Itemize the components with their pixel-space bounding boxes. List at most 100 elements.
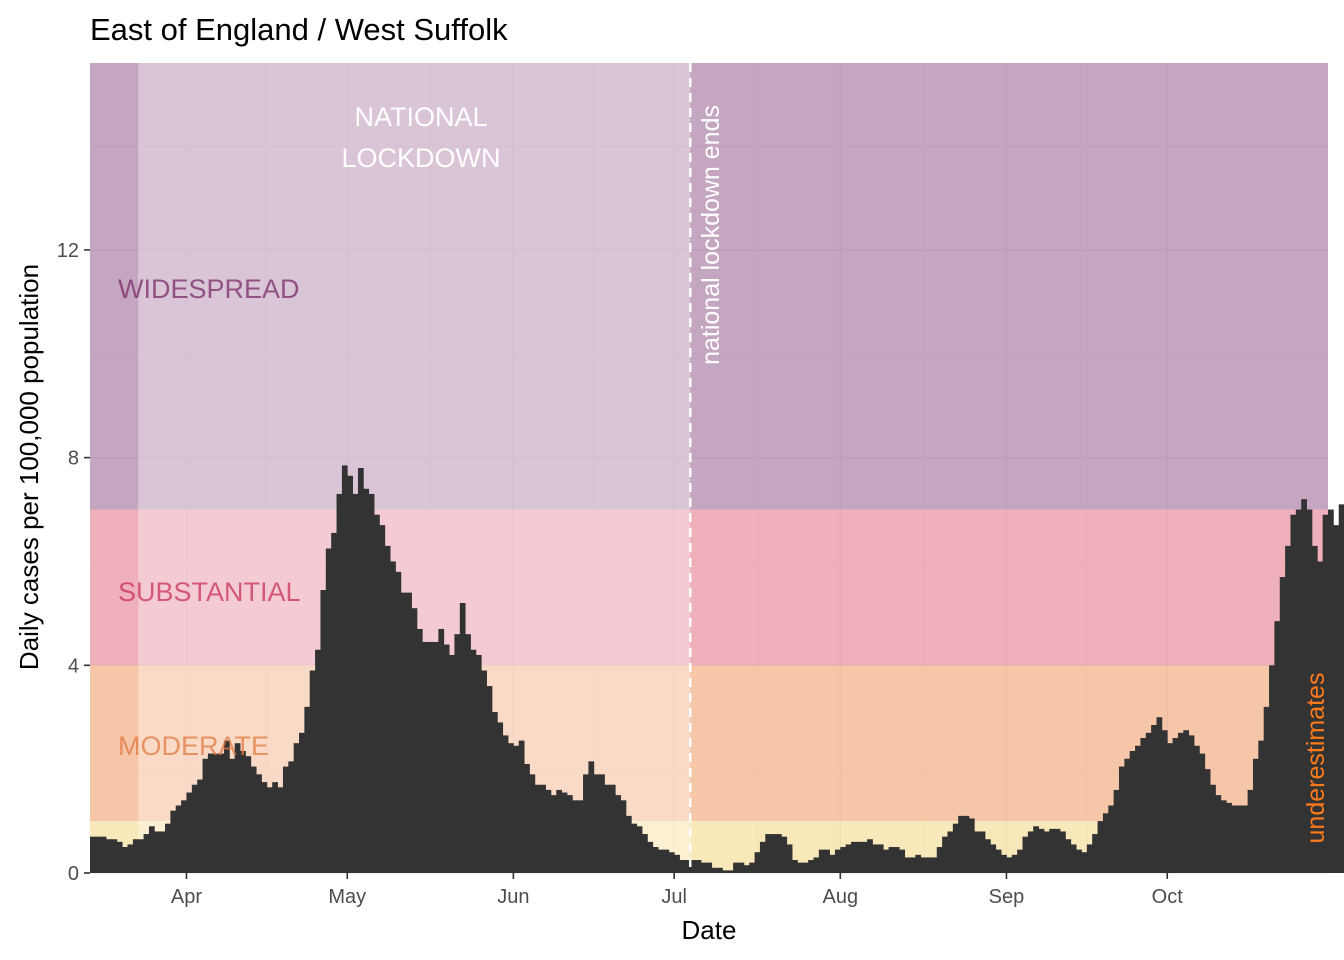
daily-case-bar <box>599 774 605 873</box>
daily-case-bar <box>293 743 300 873</box>
daily-case-bar <box>840 847 847 873</box>
daily-case-bar <box>851 841 857 873</box>
daily-case-bar <box>459 603 466 873</box>
x-tick-label: Jun <box>497 886 529 908</box>
daily-case-bar <box>336 493 343 873</box>
daily-case-bar <box>770 834 777 873</box>
daily-case-bar <box>1054 828 1061 873</box>
daily-case-bar <box>1183 730 1190 873</box>
daily-case-bar <box>700 862 707 873</box>
daily-case-bar <box>299 732 305 873</box>
daily-case-bar <box>1060 831 1066 873</box>
daily-case-bar <box>1081 852 1088 873</box>
plot-area: MODERATE SUBSTANTIAL WIDESPREAD NATIONAL LOC… <box>57 63 1344 908</box>
daily-case-bar <box>931 857 938 873</box>
daily-case-bar <box>202 758 209 873</box>
daily-case-bar <box>513 745 520 873</box>
daily-case-bar <box>1177 732 1184 873</box>
daily-case-bar <box>577 800 584 873</box>
daily-case-bar <box>915 854 922 873</box>
daily-case-bar <box>341 465 348 873</box>
daily-case-bar <box>213 753 220 873</box>
daily-case-bar <box>534 784 541 873</box>
daily-case-bar <box>979 831 986 873</box>
daily-case-bar <box>1210 784 1216 873</box>
daily-case-bar <box>813 857 820 873</box>
daily-case-bar <box>904 857 911 873</box>
daily-case-bar <box>1038 828 1045 873</box>
daily-case-bar <box>792 860 798 873</box>
daily-case-bar <box>470 649 477 873</box>
daily-case-bar <box>481 670 487 873</box>
daily-case-bar <box>416 628 423 873</box>
daily-case-bar <box>170 810 177 873</box>
daily-case-bar <box>1049 828 1056 873</box>
daily-case-bar <box>272 782 278 873</box>
daily-case-bar <box>668 852 675 873</box>
daily-case-bar <box>1145 732 1152 873</box>
daily-case-bar <box>765 834 772 873</box>
daily-case-bar <box>90 836 96 873</box>
daily-case-bar <box>877 844 884 873</box>
daily-case-bar <box>486 686 493 873</box>
daily-case-bar <box>985 839 991 873</box>
daily-case-bar <box>347 475 354 873</box>
daily-case-bar <box>234 743 241 873</box>
daily-case-bar <box>165 823 171 873</box>
daily-case-bar <box>352 493 359 873</box>
daily-case-bar <box>1322 514 1329 873</box>
daily-case-bar <box>491 712 498 873</box>
daily-case-bar <box>1194 745 1200 873</box>
y-tick-label: 12 <box>57 240 79 262</box>
daily-case-bar <box>968 818 975 873</box>
daily-case-bar <box>432 641 439 873</box>
daily-case-bar <box>524 763 530 873</box>
daily-case-bar <box>942 836 948 873</box>
daily-case-bar <box>636 826 643 873</box>
daily-case-bar <box>631 823 638 873</box>
daily-case-bar <box>384 545 391 873</box>
daily-case-bar <box>1076 849 1082 873</box>
daily-case-bar <box>197 779 203 873</box>
daily-case-bar <box>888 847 895 873</box>
y-tick-label: 8 <box>68 448 79 470</box>
daily-case-bar <box>368 493 375 873</box>
daily-case-bar <box>1033 826 1039 873</box>
daily-case-bar <box>127 844 134 873</box>
x-tick-label: Sep <box>989 886 1025 908</box>
daily-case-bar <box>834 849 841 873</box>
daily-case-bar <box>363 488 370 873</box>
daily-case-bar <box>926 857 932 873</box>
daily-case-bar <box>1118 766 1125 873</box>
daily-case-bar <box>132 839 139 873</box>
daily-case-bar <box>1097 821 1104 873</box>
daily-case-bar <box>1108 805 1115 873</box>
daily-case-bar <box>1220 800 1227 873</box>
daily-case-bar <box>1017 849 1023 873</box>
underestimates-label: underestimates <box>1302 673 1330 844</box>
daily-case-bar <box>808 860 814 873</box>
daily-case-bar <box>411 608 418 873</box>
daily-case-bar <box>427 641 434 873</box>
daily-case-bar <box>1328 509 1334 873</box>
daily-case-bar <box>947 831 954 873</box>
daily-case-bar <box>818 849 825 873</box>
daily-case-bar <box>1086 844 1093 873</box>
daily-case-bar <box>722 870 729 873</box>
daily-case-bar <box>674 854 680 873</box>
daily-case-bar <box>191 784 198 873</box>
daily-case-bar <box>106 839 112 873</box>
daily-case-bar <box>1215 795 1222 873</box>
daily-case-bar <box>620 800 627 873</box>
daily-case-bar <box>684 860 691 873</box>
daily-case-bar <box>1043 831 1050 873</box>
daily-case-bar <box>936 847 943 873</box>
daily-case-bar <box>422 641 429 873</box>
daily-case-bar <box>566 795 573 873</box>
tier-label: WIDESPREAD <box>118 274 300 304</box>
daily-case-bar <box>1242 805 1249 873</box>
daily-case-bar <box>261 782 268 873</box>
daily-case-bar <box>1317 561 1324 873</box>
daily-case-bar <box>556 789 563 873</box>
daily-case-bar <box>1338 504 1344 873</box>
